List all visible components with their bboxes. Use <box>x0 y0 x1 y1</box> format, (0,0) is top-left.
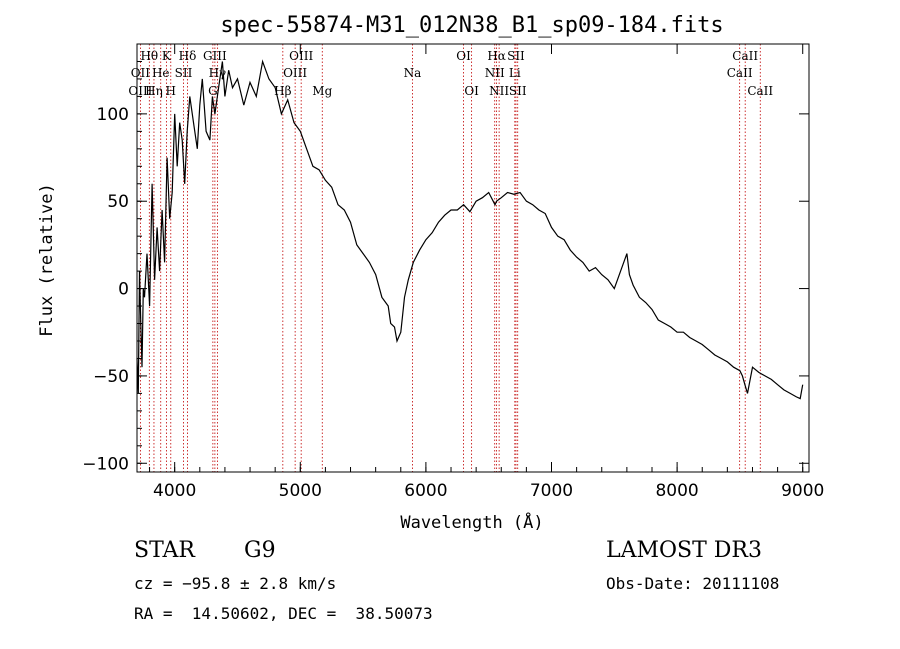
y-axis-ticks: −100 −50 0 50 100 <box>82 60 809 474</box>
line-label: Hη <box>145 84 163 98</box>
y-tick-label: −100 <box>82 454 129 474</box>
x-tick-label: 9000 <box>781 481 824 501</box>
redshift-cz: cz = −95.8 ± 2.8 km/s <box>134 574 337 593</box>
line-label: CaII <box>727 66 753 80</box>
line-label: OI <box>464 84 479 98</box>
y-tick-label: 50 <box>107 192 129 212</box>
line-label: OIII <box>128 84 152 98</box>
coordinates: RA = 14.50602, DEC = 38.50073 <box>134 604 433 623</box>
x-tick-label: 7000 <box>530 481 573 501</box>
x-axis-ticks: 4000 5000 6000 7000 8000 9000 <box>149 44 824 501</box>
line-label: SII <box>507 49 525 63</box>
x-tick-label: 5000 <box>279 481 322 501</box>
line-label: Li <box>509 66 521 80</box>
line-label: Mg <box>312 84 332 98</box>
line-label: NII <box>489 84 509 98</box>
line-label: He <box>152 66 170 80</box>
object-subclass: G9 <box>244 538 276 563</box>
observation-date: Obs-Date: 20111108 <box>606 574 780 593</box>
object-class: STAR <box>134 538 195 563</box>
y-tick-label: 0 <box>118 280 129 300</box>
line-label: CaII <box>747 84 773 98</box>
plot-frame <box>136 43 810 473</box>
line-label: Na <box>404 66 422 80</box>
x-tick-label: 6000 <box>404 481 447 501</box>
line-label: SII <box>509 84 527 98</box>
line-label: CaII <box>732 49 758 63</box>
line-label: H <box>166 84 176 98</box>
line-label: K <box>162 49 172 63</box>
line-label: GIII <box>203 49 227 63</box>
line-label: NII <box>485 66 505 80</box>
line-label: OII <box>131 66 151 80</box>
x-axis-label: Wavelength (Å) <box>400 511 543 533</box>
line-label: OI <box>456 49 471 63</box>
x-tick-label: 8000 <box>655 481 698 501</box>
line-label: OIII <box>283 66 307 80</box>
x-tick-label: 4000 <box>153 481 196 501</box>
y-tick-label: −50 <box>93 367 129 387</box>
survey-name: LAMOST DR3 <box>606 538 762 563</box>
line-label: OIII <box>289 49 313 63</box>
spectrum-line <box>136 59 804 400</box>
y-tick-label: 100 <box>97 105 129 125</box>
line-label: Hβ <box>274 84 291 98</box>
line-label: G <box>208 84 218 98</box>
line-label: Hα <box>487 49 506 63</box>
line-label: Hθ <box>140 49 158 63</box>
line-label: Hδ <box>179 49 197 63</box>
y-axis-label: Flux (relative) <box>37 183 57 337</box>
chart-title: spec-55874-M31_012N38_B1_sp09-184.fits <box>220 13 723 38</box>
spectral-line-markers <box>139 44 761 472</box>
line-label: SII <box>175 66 193 80</box>
